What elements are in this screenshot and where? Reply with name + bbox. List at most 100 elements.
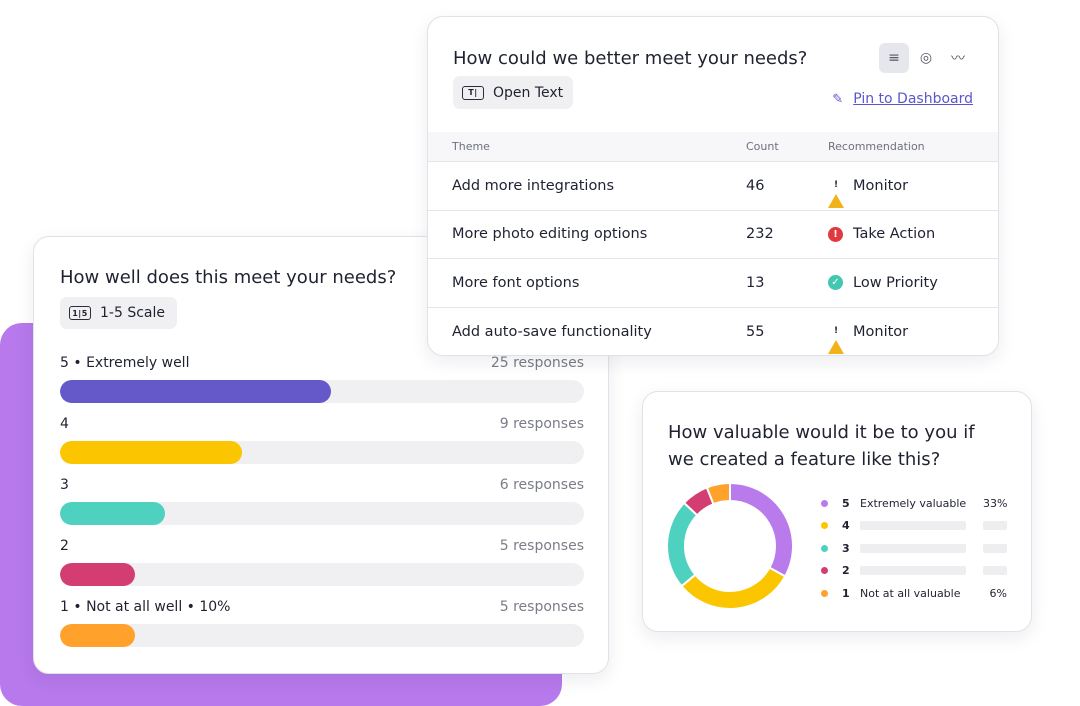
scale-bar-track	[60, 441, 584, 464]
recommendation-cell: ✓ Low Priority	[808, 275, 998, 291]
legend-percent: 6%	[989, 586, 1007, 600]
donut-segment-5	[729, 481, 794, 578]
scale-bar-track	[60, 380, 584, 403]
legend-number: 1	[842, 586, 850, 600]
scale-row-label: 3	[60, 477, 69, 493]
donut-chart	[666, 481, 794, 610]
donut-legend: 5 Extremely valuable 33% 4 3 2 1 Not at …	[821, 492, 1007, 605]
scale-bar-track	[60, 624, 584, 647]
theme-table: Theme Count Recommendation Add more inte…	[428, 132, 998, 356]
pin-icon: ✎	[832, 91, 844, 107]
comment-view-icon[interactable]: ◎	[919, 50, 933, 66]
table-row[interactable]: Add more integrations 46 Monitor	[428, 162, 998, 211]
question-type-label: 1-5 Scale	[100, 305, 165, 321]
table-row[interactable]: Add auto-save functionality 55 Monitor	[428, 308, 998, 356]
count-cell: 232	[746, 226, 774, 243]
placeholder-bar	[983, 566, 1007, 576]
legend-label: Extremely valuable	[860, 496, 967, 510]
theme-cell: More photo editing options	[452, 226, 648, 243]
open-text-question-card: How could we better meet your needs? T| …	[427, 16, 999, 356]
legend-percent-placeholder	[983, 521, 1007, 531]
scale-row-responses: 5 responses	[499, 599, 584, 615]
legend-dot	[821, 567, 828, 575]
legend-label: Not at all valuable	[860, 586, 961, 600]
donut-segment-4	[680, 566, 787, 610]
legend-dot	[821, 522, 828, 530]
view-switcher: ≡ ◎ 〰	[879, 43, 973, 73]
table-header-row: Theme Count Recommendation	[428, 132, 998, 162]
count-cell: 55	[746, 323, 765, 340]
recommendation-cell: Monitor	[808, 177, 998, 209]
recommendation-cell: ! Take Action	[808, 226, 998, 242]
legend-label-placeholder	[860, 521, 983, 531]
recommendation-cell: Monitor	[808, 323, 998, 355]
check-icon: ✓	[828, 275, 843, 291]
scale-bar-fill	[60, 502, 165, 525]
legend-item: 4	[821, 515, 1007, 538]
placeholder-bar	[860, 566, 966, 576]
scale-row-responses: 9 responses	[499, 416, 584, 432]
scale-bar-fill	[60, 380, 331, 403]
legend-item: 5 Extremely valuable 33%	[821, 492, 1007, 515]
donut-segment-1	[705, 481, 731, 506]
donut-question-card: How valuable would it be to you if we cr…	[642, 391, 1032, 632]
question-type-chip: 1|5 1-5 Scale	[60, 297, 177, 329]
recommendation-label: Low Priority	[853, 274, 938, 291]
scale-icon: 1|5	[69, 306, 91, 320]
column-header-recommendation[interactable]: Recommendation	[828, 140, 925, 153]
legend-label-placeholder	[860, 543, 983, 553]
legend-percent: 33%	[983, 496, 1008, 510]
scale-bar-track	[60, 563, 584, 586]
placeholder-bar	[860, 543, 966, 553]
placeholder-bar	[983, 521, 1007, 531]
scale-row-responses: 25 responses	[490, 355, 584, 371]
placeholder-bar	[860, 521, 966, 531]
question-title: How valuable would it be to you if we cr…	[668, 422, 975, 470]
legend-label-placeholder	[860, 566, 983, 576]
legend-dot	[821, 589, 828, 597]
text-field-icon: T|	[462, 85, 484, 100]
scale-row-label: 2	[60, 538, 69, 554]
legend-item: 2	[821, 560, 1007, 583]
question-type-label: Open Text	[493, 84, 564, 101]
count-cell: 13	[746, 274, 765, 291]
table-row[interactable]: More font options 13 ✓ Low Priority	[428, 259, 998, 308]
legend-number: 5	[842, 496, 850, 510]
question-title: How could we better meet your needs?	[453, 48, 808, 69]
theme-cell: More font options	[452, 274, 580, 291]
recommendation-label: Monitor	[853, 177, 909, 194]
scale-bar-track	[60, 502, 584, 525]
table-row[interactable]: More photo editing options 232 ! Take Ac…	[428, 211, 998, 259]
warning-icon	[828, 178, 844, 209]
theme-cell: Add auto-save functionality	[452, 323, 652, 340]
alert-icon: !	[828, 226, 843, 242]
trend-view-icon[interactable]: 〰	[951, 51, 965, 67]
recommendation-label: Monitor	[853, 323, 909, 340]
scale-row-responses: 6 responses	[499, 477, 584, 493]
scale-bar-fill	[60, 624, 135, 647]
legend-number: 4	[842, 519, 850, 533]
scale-row-responses: 5 responses	[499, 538, 584, 554]
legend-dot	[821, 499, 828, 507]
scale-row-label: 4	[60, 416, 69, 432]
count-cell: 46	[746, 177, 765, 194]
placeholder-bar	[983, 543, 1007, 553]
pin-to-dashboard-link[interactable]: ✎ Pin to Dashboard	[832, 91, 973, 107]
question-type-chip: T| Open Text	[453, 76, 574, 109]
donut-segment-3	[666, 501, 699, 588]
scale-row-label: 5 • Extremely well	[60, 355, 190, 371]
pin-to-dashboard-label: Pin to Dashboard	[853, 91, 973, 107]
scale-bar-fill	[60, 563, 135, 586]
column-header-count[interactable]: Count	[746, 140, 779, 153]
legend-percent-placeholder	[983, 543, 1007, 553]
legend-number: 2	[842, 564, 850, 578]
scale-row-label: 1 • Not at all well • 10%	[60, 599, 231, 615]
column-header-theme[interactable]: Theme	[452, 140, 490, 153]
legend-percent-placeholder	[983, 566, 1007, 576]
warning-icon	[828, 324, 844, 355]
list-view-icon[interactable]: ≡	[879, 43, 909, 73]
recommendation-label: Take Action	[853, 226, 936, 243]
legend-number: 3	[842, 541, 850, 555]
legend-dot	[821, 544, 828, 552]
legend-item: 3	[821, 537, 1007, 560]
